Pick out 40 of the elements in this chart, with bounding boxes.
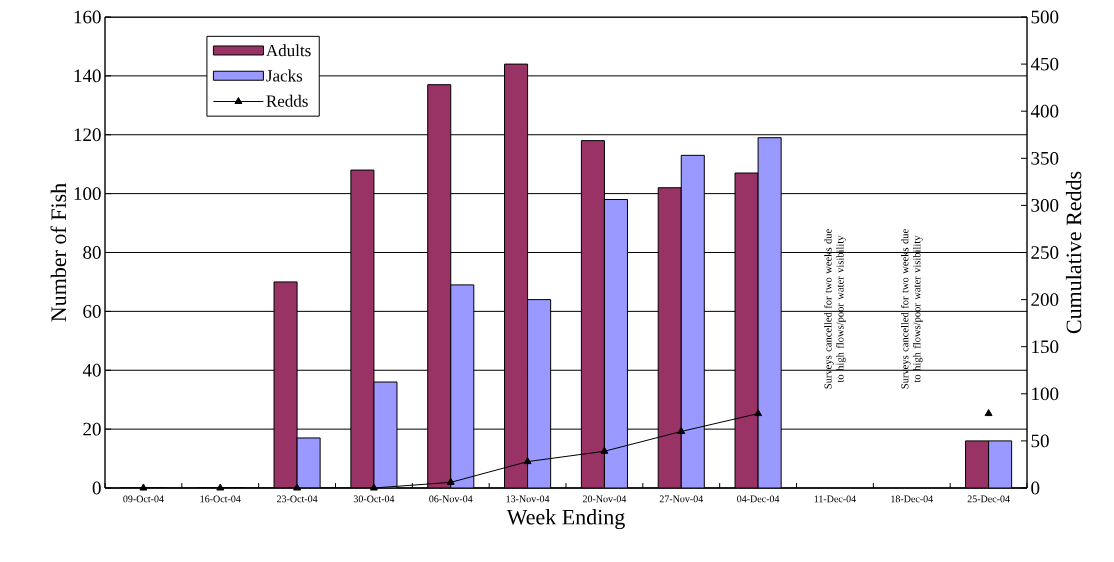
y2-tick-label: 500 [1031,10,1059,24]
y2-tick-label: 350 [1031,151,1059,165]
y2-tick-label: 150 [1032,340,1059,354]
x-axis-title: Week Ending [506,509,625,530]
x-tick-label: 09-Oct-04 [123,495,164,503]
y2-tick-label: 250 [1031,246,1059,259]
y-tick-label: 100 [74,187,101,201]
x-tick-label: 27-Nov-04 [659,495,704,503]
legend-label: Jacks [266,69,303,82]
x-tick-label: 18-Dec-04 [891,495,933,503]
y-tick-label: 20 [83,422,101,436]
y2-tick-label: 100 [1032,387,1059,401]
x-tick-label: 23-Oct-04 [276,495,318,503]
x-tick-label: 30-Oct-04 [353,495,395,503]
y2-tick-label: 400 [1030,104,1059,118]
y-tick-label: 60 [83,304,101,318]
legend-label: Adults [266,44,311,57]
y-tick-label: 140 [74,69,101,83]
x-tick-label: 13-Nov-04 [506,495,550,503]
y-tick-label: 160 [74,10,101,24]
y2-tick-label: 300 [1031,198,1059,212]
y2-tick-label: 200 [1031,293,1059,307]
y-tick-label: 0 [92,481,101,495]
x-tick-label: 06-Nov-04 [429,495,473,503]
y-tick-label: 120 [74,128,101,142]
annotation: Surveys cancelled for two weeks due to high flows/poor water visibility [900,229,923,389]
x-tick-label: 04-Dec-04 [737,495,780,503]
x-tick-label: 16-Oct-04 [200,495,241,503]
annotation: Surveys cancelled for two weeks due to high flows/poor water visibility [824,229,846,389]
y-tick-label: 80 [83,246,101,259]
x-tick-label: 20-Nov-04 [582,495,627,503]
y2-axis-title: Cumulative Redds [1065,171,1082,334]
x-tick-label: 11-Dec-04 [814,495,856,503]
x-tick-label: 25-Dec-04 [967,495,1010,503]
y2-tick-label: 0 [1031,481,1040,495]
legend-label: Redds [266,94,308,107]
y-tick-label: 40 [82,363,101,377]
y-axis-title: Number of Fish [50,183,67,322]
y2-tick-label: 50 [1031,434,1049,448]
y2-tick-label: 450 [1030,57,1059,71]
